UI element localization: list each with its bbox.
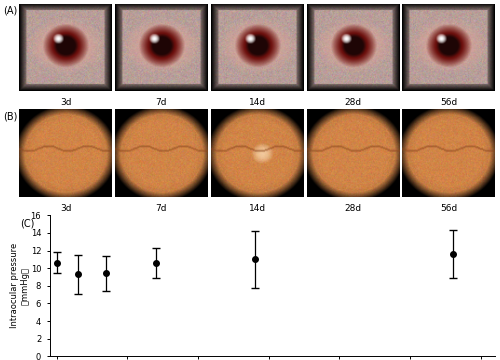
Text: 14d: 14d — [248, 204, 266, 213]
Text: 56d: 56d — [440, 204, 458, 213]
Text: 56d: 56d — [440, 98, 458, 107]
Text: 3d: 3d — [60, 98, 72, 107]
Text: (C): (C) — [20, 218, 34, 228]
Text: 14d: 14d — [248, 98, 266, 107]
Text: 7d: 7d — [156, 98, 167, 107]
Text: (A): (A) — [4, 6, 18, 16]
Y-axis label: Intraocular pressure
（mmHg）: Intraocular pressure （mmHg） — [10, 243, 29, 328]
Text: (B): (B) — [4, 112, 18, 122]
Text: 3d: 3d — [60, 204, 72, 213]
Text: 7d: 7d — [156, 204, 167, 213]
Text: 28d: 28d — [344, 98, 362, 107]
Text: 28d: 28d — [344, 204, 362, 213]
